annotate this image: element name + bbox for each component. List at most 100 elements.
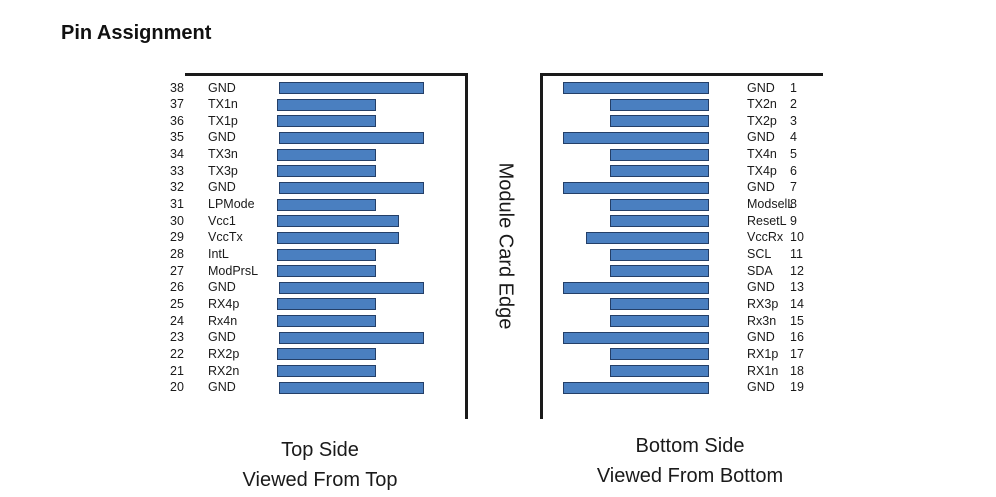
bottom-side-pin-label: SDA [747,263,773,278]
top-side-pin-label: RX4p [208,296,240,311]
top-side-pin-label: GND [208,130,236,145]
bottom-side-pin-number: 13 [790,280,804,295]
bottom-side-pin-label: RX3p [747,296,779,311]
bottom-side-pin-label: RX1p [747,346,779,361]
top-side-contact-pad [277,215,399,228]
top-side-contact-pad [277,265,376,278]
bottom-side-pin-label: Rx3n [747,313,777,328]
top-side-pin-number: 27 [170,263,184,278]
top-side-pin-number: 38 [170,80,184,95]
top-side-contact-pad [277,315,376,328]
bottom-side-contact-pad [563,131,709,144]
bottom-side-pin-label: TX4n [747,147,777,162]
bottom-side-contact-pad [610,265,709,278]
bottom-side-pin-label: TX4p [747,163,777,178]
bottom-side-pin-label: VccRx [747,230,784,245]
top-side-panel: 38 GND 37 TX1n 36 TX1p 35 GND 34 TX3n 33 TX3p 32 GND 3… [170,73,468,419]
top-side-contact-pad [277,98,376,111]
bottom-side-pin-label: GND [747,180,775,195]
bottom-side-pin-label: GND [747,80,775,95]
bottom-side-pin-number: 16 [790,330,804,345]
top-side-pin-number: 21 [170,363,184,378]
bottom-side-contact-pad [563,381,709,394]
top-side-pin-number: 23 [170,330,184,345]
bottom-side-pin-number: 14 [790,296,804,311]
bottom-side-caption-line1: Bottom Side [635,435,745,457]
top-side-caption-line2: Viewed From Top [242,469,398,491]
top-side-pin-number: 32 [170,180,184,195]
bottom-side-pin-number: 18 [790,363,804,378]
bottom-side-contact-pad [586,231,709,244]
top-side-pin-label: RX2n [208,363,240,378]
top-side-contact-pad [277,165,376,178]
bottom-side-pin-label: TX2p [747,113,777,128]
top-side-pin-label: GND [208,180,236,195]
bottom-side-pin-number: 1 [790,80,797,95]
top-side-frame [185,73,468,419]
top-side-contact-pad [277,348,376,361]
top-side-pin-number: 20 [170,380,184,395]
bottom-side-contact-pad [610,248,709,261]
top-side-contact-pad [277,148,376,161]
bottom-side-pin-label: GND [747,380,775,395]
page-title: Pin Assignment [61,22,212,44]
bottom-side-caption: Bottom Side Viewed From Bottom [565,431,815,491]
top-side-caption: Top Side Viewed From Top [195,435,445,495]
top-side-pin-label: Vcc1 [208,213,236,228]
top-side-contact-pad [277,198,376,211]
bottom-side-pin-label: GND [747,280,775,295]
top-side-contact-pad [279,331,424,344]
top-side-pin-number: 28 [170,247,184,261]
bottom-side-contact-pad [610,298,709,311]
bottom-side-contact-pad [563,281,709,294]
top-side-pin-number: 31 [170,197,184,212]
top-side-pin-number: 24 [170,313,184,328]
bottom-side-contact-pad [610,198,709,211]
bottom-side-pin-number: 3 [790,113,797,128]
bottom-side-pin-number: 15 [790,313,804,328]
top-side-pin-number: 26 [170,280,184,295]
bottom-side-frame [540,73,823,419]
top-side-contact-pad [279,131,424,144]
top-side-pin-label: Rx4n [208,313,238,328]
top-side-pin-label: LPMode [208,197,255,212]
bottom-side-pin-number: 5 [790,147,797,162]
bottom-side-contact-pad [610,98,709,111]
bottom-side-contact-pad [610,148,709,161]
top-side-pin-number: 29 [170,230,184,245]
top-side-contact-pad [277,298,376,311]
top-side-contact-pad [277,231,399,244]
bottom-side-pin-number: 10 [790,230,804,245]
top-side-pin-number: 22 [170,346,184,361]
bottom-side-pin-number: 11 [790,247,803,261]
bottom-side-contact-pad [610,215,709,228]
bottom-side-pin-label: ModselL [747,197,795,212]
bottom-side-contact-pad [563,181,709,194]
module-card-edge-label: Module Card Edge [494,162,517,330]
top-side-pin-label: TX1p [208,113,238,128]
bottom-side-pin-label: TX2n [747,97,777,112]
bottom-side-pin-number: 12 [790,263,804,278]
top-side-contact-pad [279,381,424,394]
bottom-side-contact-pad [610,348,709,361]
top-side-pin-label: TX3n [208,147,238,162]
bottom-side-contact-pad [610,315,709,328]
top-side-pin-number: 34 [170,147,184,162]
top-side-contact-pad [279,82,424,94]
bottom-side-pin-number: 9 [790,213,797,228]
bottom-side-contact-pad [610,115,709,128]
top-side-pin-label: TX1n [208,97,238,112]
top-side-pin-label: GND [208,380,236,395]
top-side-pin-label: VccTx [208,230,243,245]
bottom-side-caption-line2: Viewed From Bottom [596,465,784,487]
top-side-pin-number: 35 [170,130,184,145]
bottom-side-pin-number: 8 [790,197,797,212]
bottom-side-pin-number: 4 [790,130,797,145]
bottom-side-pin-label: SCL [747,247,772,261]
top-side-pin-label: GND [208,80,236,95]
top-side-pin-number: 30 [170,213,184,228]
bottom-side-pin-label: RX1n [747,363,779,378]
top-side-pin-number: 36 [170,113,184,128]
bottom-side-pin-number: 7 [790,180,797,195]
top-side-pin-label: IntL [208,247,229,261]
